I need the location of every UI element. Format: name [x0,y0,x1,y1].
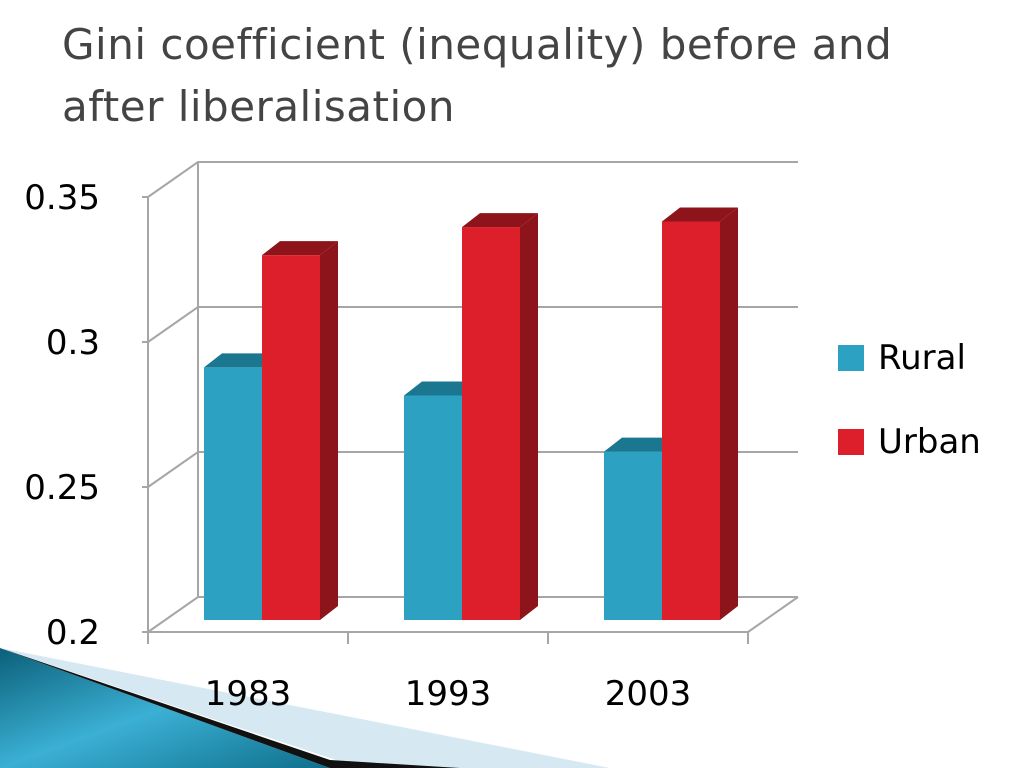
bar-front [404,395,462,620]
bars [204,207,738,621]
x-axis-ticks: 1983 1993 2003 [205,674,692,714]
legend-label: Urban [878,422,981,462]
x-tick-label: 1993 [405,674,492,714]
gridline [147,161,798,198]
slide-title: Gini coefficient (inequality) before and… [62,20,893,131]
bar-front [662,221,720,620]
bar-top [262,241,338,256]
bar-front [262,255,320,620]
corner-decoration-light [0,648,610,768]
y-axis-ticks: 0.35 0.3 0.25 0.2 [24,178,100,653]
corner-decoration [0,648,610,768]
y-tick-label: 0.35 [24,178,100,218]
x-tick-label: 2003 [605,674,692,714]
y-tick-label: 0.25 [24,468,100,508]
bar-top [204,353,280,368]
chart-frame [142,161,799,644]
bar-front [604,451,662,620]
y-tick-label: 0.2 [46,613,100,653]
legend-swatch [838,429,864,455]
y-tick-label: 0.3 [46,323,100,363]
bar-side [320,241,338,620]
floor-edge [747,596,799,633]
bar-top [462,213,538,228]
legend-item-rural: Rural [838,338,966,378]
legend: Rural Urban [838,338,981,462]
legend-swatch [838,345,864,371]
bar-urban-2003 [662,207,738,620]
bar-side [720,207,738,620]
bar-top [404,381,480,396]
bar-side [520,213,538,621]
legend-item-urban: Urban [838,422,981,462]
bar-urban-1993 [462,213,538,621]
bar-urban-1983 [262,241,338,620]
bar-front [204,367,262,620]
bar-front [462,227,520,621]
bar-top [604,437,680,452]
x-tick-label: 1983 [205,674,292,714]
bar-top [662,207,738,222]
legend-label: Rural [878,338,966,378]
